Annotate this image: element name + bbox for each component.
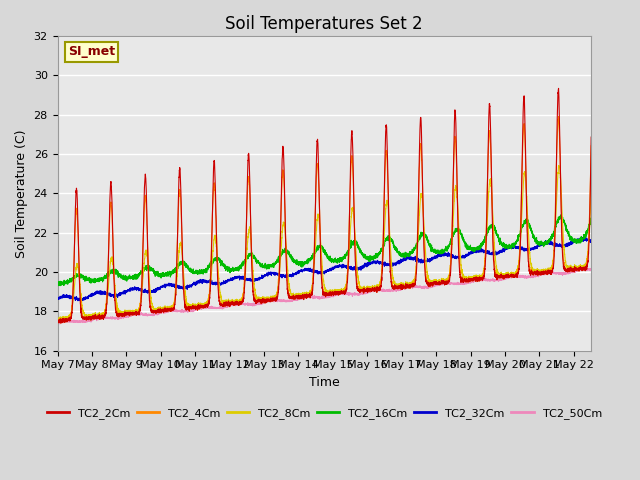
X-axis label: Time: Time (309, 376, 340, 389)
Legend: TC2_2Cm, TC2_4Cm, TC2_8Cm, TC2_16Cm, TC2_32Cm, TC2_50Cm: TC2_2Cm, TC2_4Cm, TC2_8Cm, TC2_16Cm, TC2… (42, 403, 606, 423)
Y-axis label: Soil Temperature (C): Soil Temperature (C) (15, 129, 28, 258)
Title: Soil Temperatures Set 2: Soil Temperatures Set 2 (225, 15, 423, 33)
Text: SI_met: SI_met (68, 46, 115, 59)
